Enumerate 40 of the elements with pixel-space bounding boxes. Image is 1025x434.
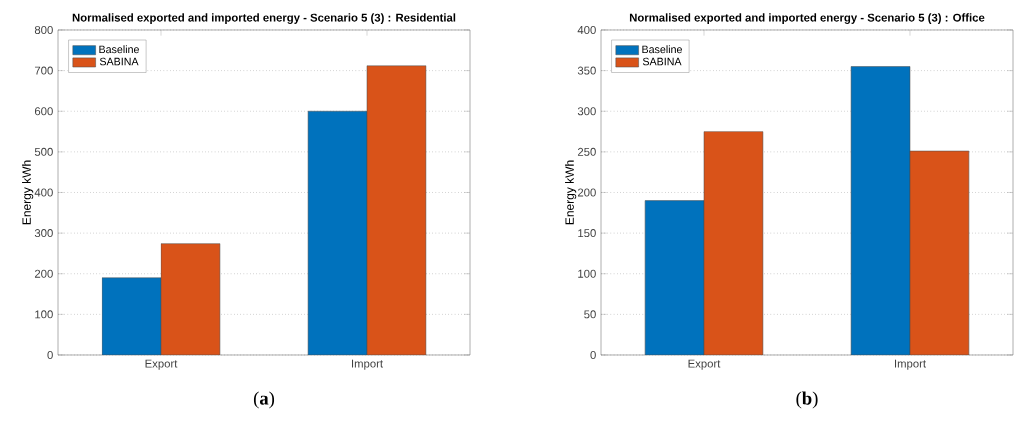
text: (b) xyxy=(796,391,818,409)
x-tick-label: Import xyxy=(894,359,926,370)
x-tick-label: Export xyxy=(145,359,178,370)
bar xyxy=(307,110,368,355)
y-tick-label: 600 xyxy=(34,107,53,116)
y-axis-title: Energy kWh xyxy=(22,160,34,225)
y-tick-label: 250 xyxy=(577,147,596,156)
bar xyxy=(850,66,911,355)
y-tick-label: 100 xyxy=(578,269,596,278)
text: (a) xyxy=(253,391,275,409)
legend-label: Baseline xyxy=(642,45,682,54)
x-tick-label: Import xyxy=(351,359,383,370)
bar xyxy=(101,277,162,355)
x-tick-label: Export xyxy=(688,359,721,370)
bar xyxy=(909,150,970,355)
y-tick-label: 350 xyxy=(577,66,596,75)
bar xyxy=(160,243,221,355)
y-tick-label: 400 xyxy=(577,25,596,34)
bar xyxy=(644,200,705,355)
bar xyxy=(366,65,427,355)
y-tick-label: 300 xyxy=(34,229,53,238)
y-tick-label: 150 xyxy=(578,229,596,238)
y-tick-label: 50 xyxy=(584,310,596,319)
chart-title: Normalised exported and imported energy - Scenario 5 (3) : Office xyxy=(629,13,985,24)
legend-label: Baseline xyxy=(99,45,139,54)
y-tick-label: 700 xyxy=(34,66,53,75)
chart-title: Normalised exported and imported energy - Scenario 5 (3) : Residential xyxy=(72,13,456,24)
y-tick-label: 400 xyxy=(34,188,53,197)
legend-label: SABINA xyxy=(99,57,139,66)
y-tick-label: 200 xyxy=(34,269,53,278)
y-tick-label: 0 xyxy=(47,350,53,359)
y-tick-label: 800 xyxy=(34,25,53,34)
bar xyxy=(703,131,764,355)
legend-label: SABINA xyxy=(642,57,682,66)
y-tick-label: 200 xyxy=(577,188,596,197)
y-tick-label: 0 xyxy=(590,350,596,359)
y-tick-label: 300 xyxy=(577,107,596,116)
y-tick-label: 100 xyxy=(35,310,53,319)
y-tick-label: 500 xyxy=(34,147,53,156)
y-axis-title: Energy kWh xyxy=(565,160,577,225)
